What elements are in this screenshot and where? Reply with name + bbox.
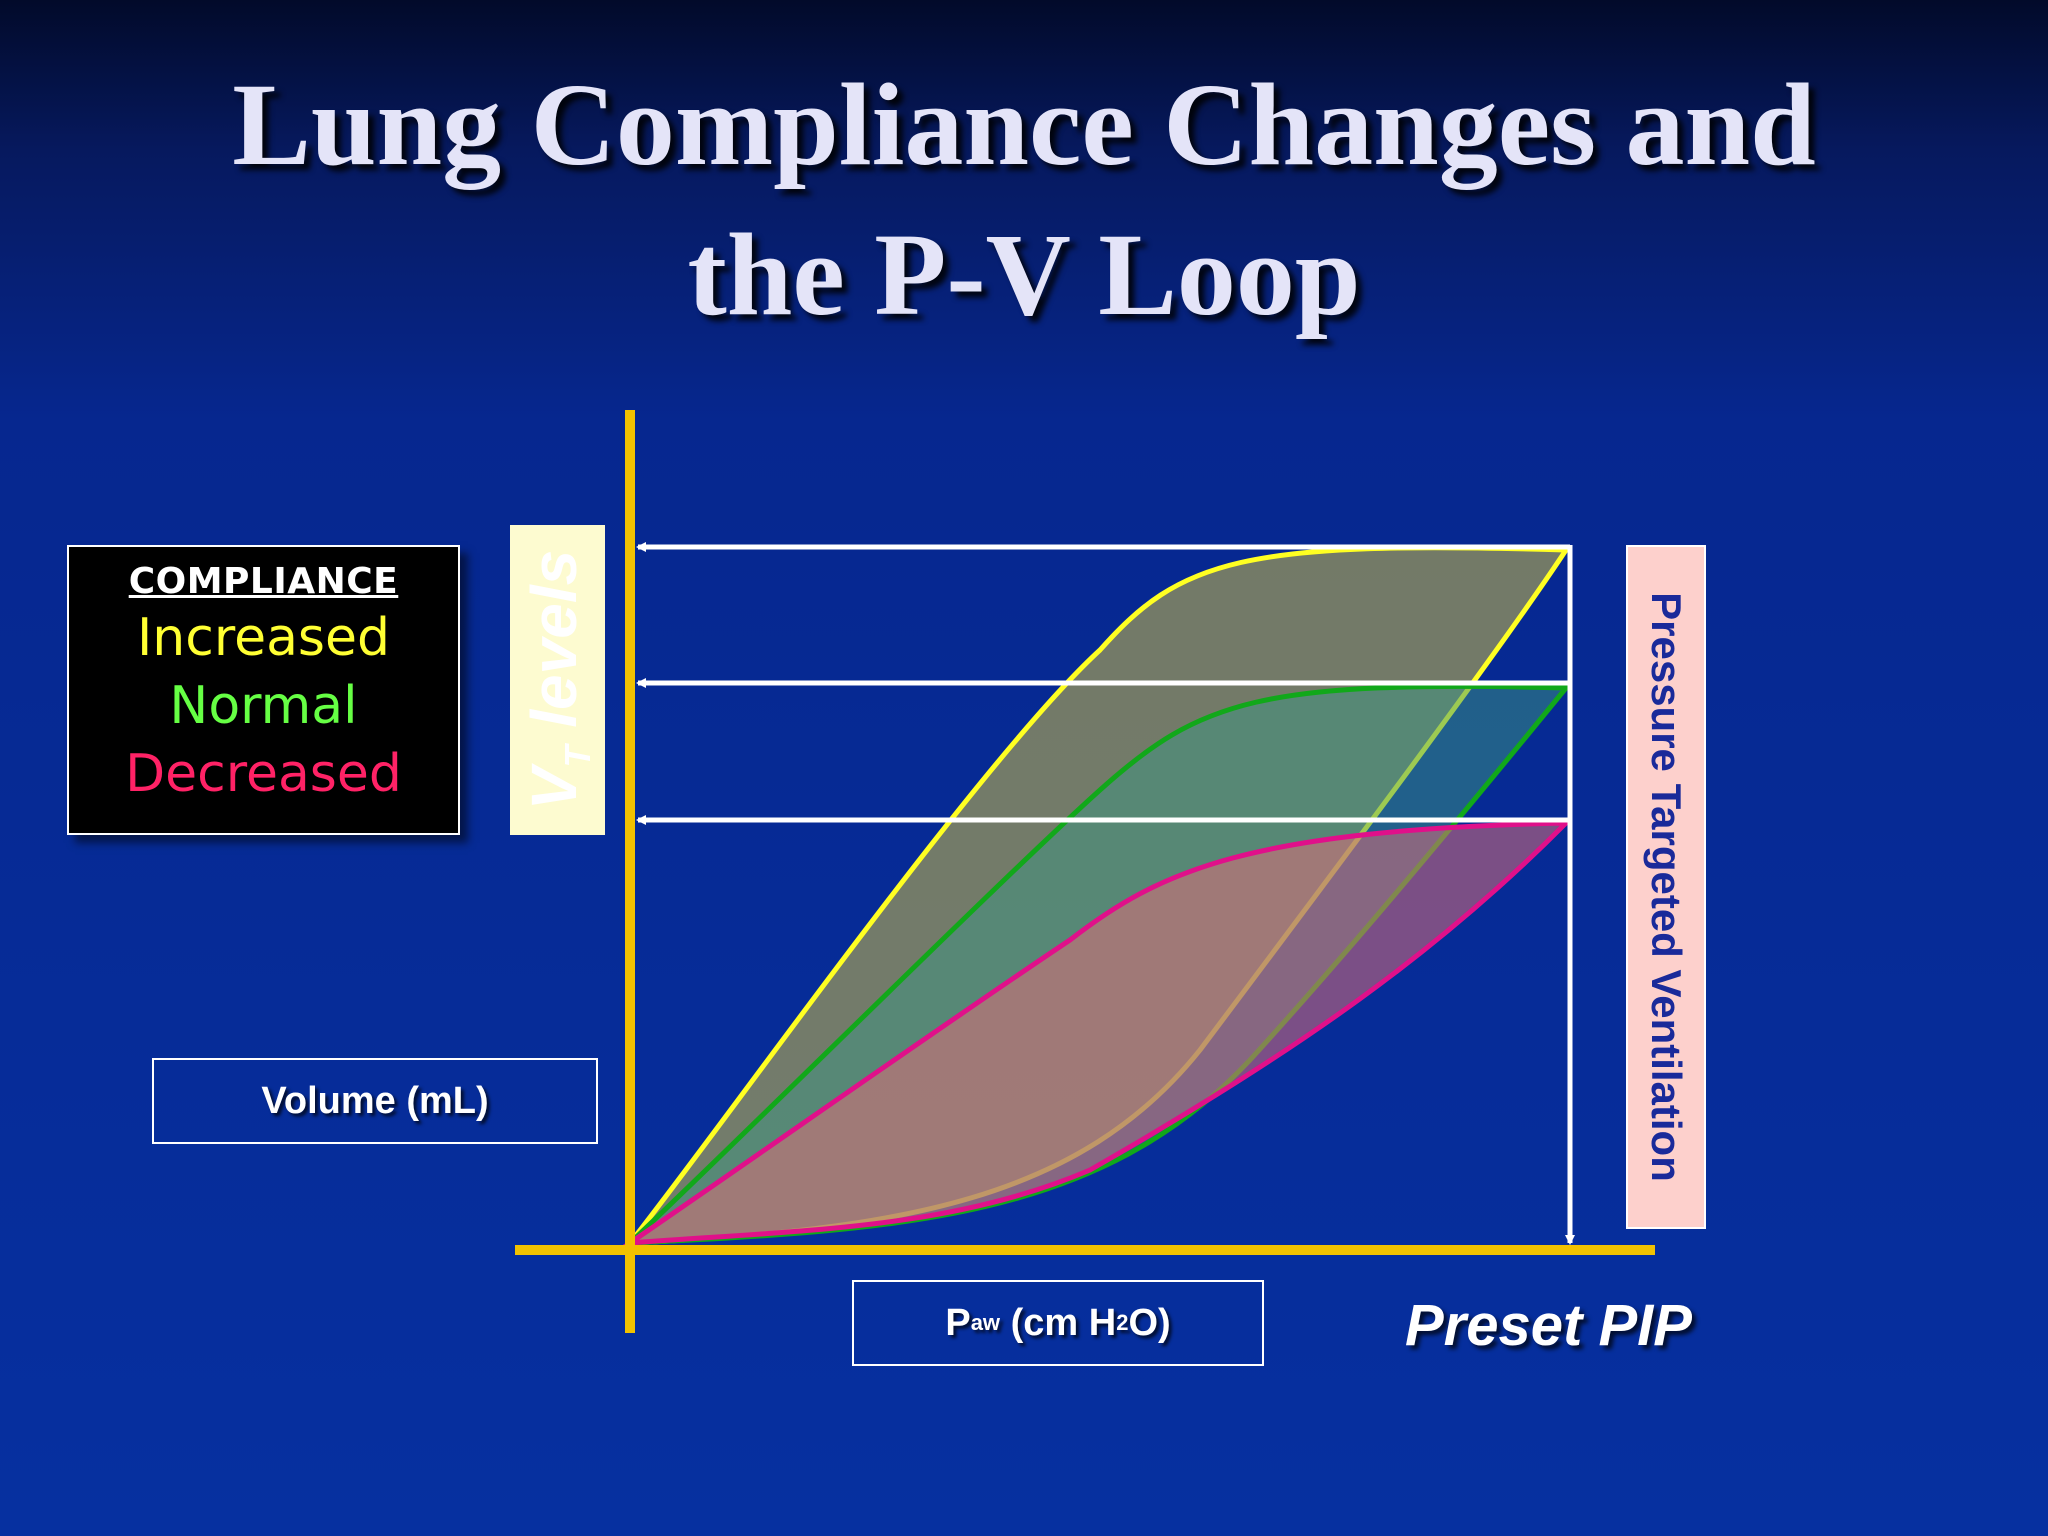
preset-pip-label: Preset PIP [1405,1293,1692,1358]
vt-levels-box: VT levels [510,525,605,835]
legend-item-increased: Increased [136,608,391,668]
slide-title: Lung Compliance Changes and the P-V Loop [0,50,2048,350]
paw-end: O) [1128,1301,1171,1344]
paw-sub2: 2 [1116,1310,1129,1335]
legend-title: COMPLIANCE [128,561,399,602]
legend-item-decreased: Decreased [125,744,402,804]
vt-main: V [517,767,590,811]
title-line-1: Lung Compliance Changes and [232,59,1816,190]
vt-levels-label: VT levels [517,550,599,810]
vt-rest: levels [517,549,590,746]
paw-main: P [945,1301,971,1344]
ptv-label: Pressure Targeted Ventilation [1643,592,1690,1182]
vt-sub: T [556,745,598,768]
paw-mid: (cm H [1000,1301,1117,1344]
legend-item-normal: Normal [169,676,358,736]
title-line-2: the P-V Loop [687,209,1361,340]
volume-axis-label: Volume (mL) [152,1058,598,1144]
volume-text: Volume (mL) [261,1079,489,1122]
paw-sub: aw [970,1310,1001,1335]
compliance-legend: COMPLIANCE Increased Normal Decreased [67,545,460,835]
loop-decreased [620,820,1573,1247]
pressure-targeted-ventilation-box: Pressure Targeted Ventilation [1626,545,1706,1229]
